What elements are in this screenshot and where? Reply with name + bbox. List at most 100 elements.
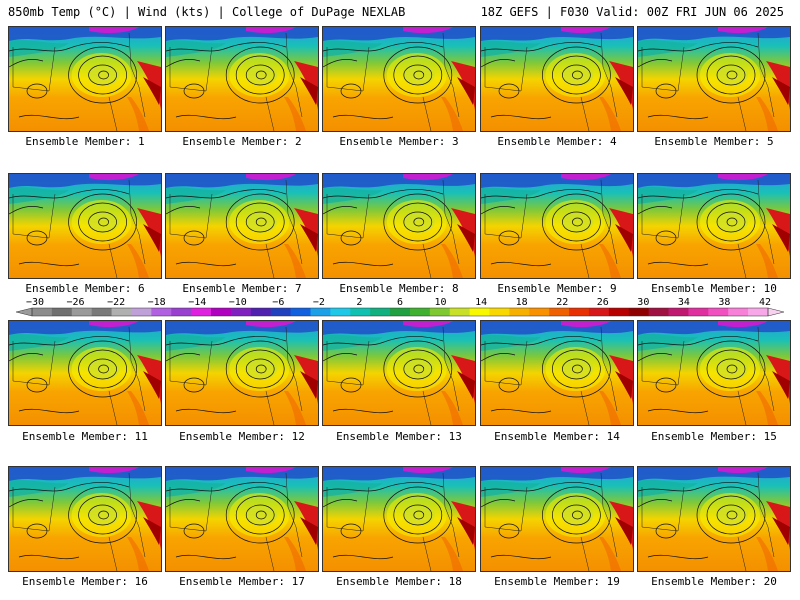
ensemble-member-label: Ensemble Member: 14: [494, 430, 620, 443]
ensemble-member-map: [165, 26, 319, 132]
colorbar-tick-label: 34: [677, 297, 690, 308]
ensemble-member-map: [637, 173, 791, 279]
ensemble-member-label: Ensemble Member: 10: [651, 282, 777, 295]
colorbar-swatch: [529, 308, 550, 316]
ensemble-member-label: Ensemble Member: 2: [182, 135, 302, 148]
ensemble-member-label: Ensemble Member: 1: [25, 135, 145, 148]
ensemble-member-map: [480, 320, 634, 426]
ensemble-member-map: [165, 320, 319, 426]
colorbar-swatch: [449, 308, 471, 316]
colorbar-tick-label: −6: [272, 297, 285, 308]
ensemble-member-map: [637, 320, 791, 426]
ensemble-member-label: Ensemble Member: 4: [497, 135, 617, 148]
colorbar-swatch: [171, 308, 192, 316]
ensemble-member-label: Ensemble Member: 16: [22, 575, 148, 588]
ensemble-member-map: [165, 466, 319, 572]
ensemble-member-map: [322, 466, 476, 572]
ensemble-member-label: Ensemble Member: 13: [336, 430, 462, 443]
ensemble-member-label: Ensemble Member: 9: [497, 282, 617, 295]
colorbar-swatch: [688, 308, 709, 316]
ensemble-member-map: [8, 466, 162, 572]
colorbar-swatch: [608, 308, 630, 316]
colorbar-swatch: [32, 308, 53, 316]
colorbar-swatch: [489, 308, 510, 316]
ensemble-member-label: Ensemble Member: 8: [339, 282, 459, 295]
ensemble-member-label: Ensemble Member: 11: [22, 430, 148, 443]
colorbar-swatch: [151, 308, 172, 316]
colorbar-swatch: [429, 308, 451, 316]
ensemble-member-label: Ensemble Member: 17: [179, 575, 305, 588]
colorbar-tick-label: 30: [637, 297, 650, 308]
colorbar-swatch: [51, 308, 73, 316]
colorbar-swatch: [290, 308, 311, 316]
colorbar-swatch: [111, 308, 132, 316]
colorbar-tick-label: −10: [228, 297, 247, 308]
map-title: 850mb Temp (°C) | Wind (kts) | College o…: [8, 5, 406, 19]
colorbar-swatch: [230, 308, 252, 316]
colorbar-tick-label: −30: [25, 297, 45, 308]
colorbar-swatch: [250, 308, 272, 316]
colorbar-swatch: [350, 308, 371, 316]
colorbar-tick-label: 6: [396, 297, 404, 308]
colorbar-swatch: [628, 308, 650, 316]
ensemble-member-map: [322, 26, 476, 132]
colorbar-tick-label: 26: [596, 297, 609, 308]
ensemble-member-map: [165, 173, 319, 279]
colorbar-tick-label: 2: [356, 297, 363, 308]
colorbar-swatch: [588, 308, 610, 316]
ensemble-member-map: [637, 466, 791, 572]
ensemble-member-map: [8, 320, 162, 426]
colorbar-swatch: [569, 308, 590, 316]
ensemble-member-map: [8, 173, 162, 279]
ensemble-member-label: Ensemble Member: 12: [179, 430, 305, 443]
colorbar-low-arrow: [15, 307, 33, 317]
ensemble-member-map: [637, 26, 791, 132]
temperature-colorbar: −30 −26 −22 −18 −14 −10 −6 −2 2 6 10 14 18 22 26 30 34 38…: [0, 296, 800, 320]
colorbar-swatch: [131, 308, 152, 316]
colorbar-tick-label: 38: [718, 297, 731, 308]
colorbar-swatch: [91, 308, 113, 316]
colorbar-swatch: [509, 308, 530, 316]
colorbar-swatch: [728, 308, 749, 316]
ensemble-member-map: [480, 173, 634, 279]
ensemble-member-map: [480, 466, 634, 572]
ensemble-member-label: Ensemble Member: 5: [654, 135, 774, 148]
colorbar-tick-label: −26: [66, 297, 85, 308]
colorbar-swatch: [310, 308, 331, 316]
colorbar-high-arrow: [767, 307, 785, 317]
ensemble-member-map: [322, 320, 476, 426]
ensemble-member-map: [322, 173, 476, 279]
colorbar-tick-label: 10: [434, 297, 447, 308]
colorbar-tick-label: −2: [312, 297, 325, 308]
colorbar-swatch: [191, 308, 212, 316]
colorbar-swatch: [549, 308, 570, 316]
ensemble-member-label: Ensemble Member: 3: [339, 135, 459, 148]
ensemble-member-label: Ensemble Member: 19: [494, 575, 620, 588]
ensemble-member-label: Ensemble Member: 6: [25, 282, 145, 295]
colorbar-tick-label: −22: [107, 297, 126, 308]
ensemble-member-map: [480, 26, 634, 132]
colorbar-swatch: [648, 308, 670, 316]
colorbar-swatch: [409, 308, 431, 316]
colorbar-swatch: [370, 308, 391, 316]
colorbar-swatch: [330, 308, 351, 316]
colorbar-swatch: [469, 308, 491, 316]
colorbar-tick-label: −14: [188, 297, 207, 308]
colorbar-swatch: [668, 308, 689, 316]
colorbar-tick-label: 18: [515, 297, 528, 308]
ensemble-member-label: Ensemble Member: 18: [336, 575, 462, 588]
colorbar-swatch: [71, 308, 93, 316]
ensemble-member-label: Ensemble Member: 15: [651, 430, 777, 443]
ensemble-member-label: Ensemble Member: 7: [182, 282, 302, 295]
colorbar-swatch: [748, 308, 769, 316]
ensemble-member-label: Ensemble Member: 20: [651, 575, 777, 588]
colorbar-swatch: [390, 308, 411, 316]
colorbar-tick-label: 42: [758, 297, 772, 308]
colorbar-swatch: [708, 308, 729, 316]
valid-time: 18Z GEFS | F030 Valid: 00Z FRI JUN 06 20…: [480, 5, 784, 19]
colorbar-swatch: [270, 308, 292, 316]
colorbar-swatch: [211, 308, 232, 316]
ensemble-member-map: [8, 26, 162, 132]
colorbar-tick-label: −18: [147, 297, 166, 308]
colorbar-tick-label: 22: [556, 297, 569, 308]
